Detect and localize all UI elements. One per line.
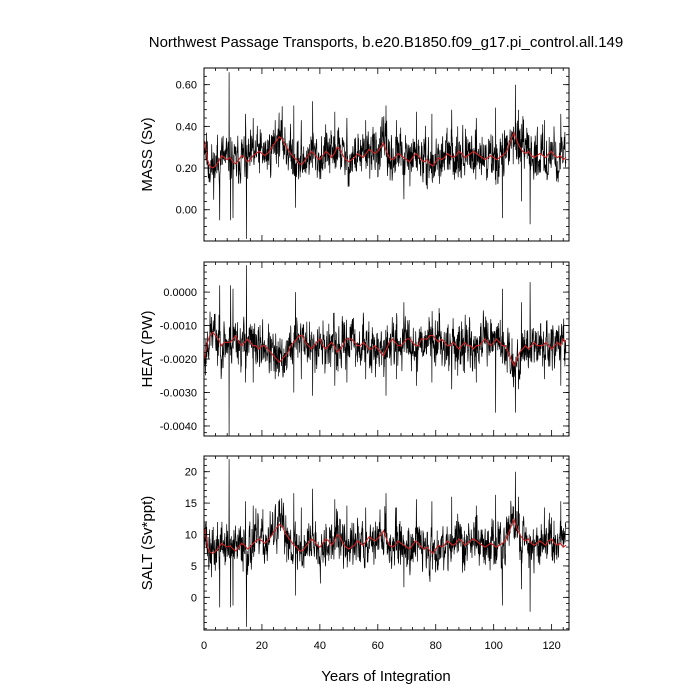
x-axis-label: Years of Integration: [321, 668, 451, 685]
y-tick-label: 0.00: [176, 205, 197, 217]
panel-2: 0.0000 -0.0010 -0.0020 -0.0030 -0.0040 HEAT (…: [139, 261, 570, 437]
y-tick-label: -0.0040: [160, 421, 197, 433]
x-tick-label: 20: [256, 640, 268, 652]
y-axis-label: MASS (Sv): [139, 117, 156, 191]
x-tick-label: 120: [542, 640, 560, 652]
smoothed-series-line: [204, 331, 567, 368]
y-tick-label: -0.0010: [160, 321, 197, 333]
monthly-series-line: [204, 459, 567, 627]
plot-frame: [203, 455, 570, 631]
monthly-series-line: [204, 265, 567, 436]
y-axis-label: SALT (Sv*ppt): [139, 496, 156, 590]
y-tick-label: 0.60: [176, 80, 197, 92]
y-tick-label: 0: [191, 592, 197, 604]
x-tick-label: 40: [314, 640, 326, 652]
smoothed-series-line: [204, 131, 567, 169]
plot-frame: [203, 67, 570, 242]
x-tick-label: 100: [485, 640, 503, 652]
y-tick-label: 5: [191, 561, 197, 573]
x-tick-label: 60: [372, 640, 384, 652]
y-tick-label: -0.0020: [160, 354, 197, 366]
y-tick-label: 0.20: [176, 163, 197, 175]
panel-3: 20 15 10 5 0 SALT (Sv*ppt) 0 20 40 60 80 100 120: [139, 455, 570, 652]
y-axis-label: HEAT (PW): [139, 311, 156, 388]
y-tick-label: 20: [185, 467, 197, 479]
chart-panels: 0.00 0.20 0.40 0.60 MASS (Sv) 0.0000 -0.0010 -0…: [139, 67, 570, 652]
plot-frame: [203, 261, 570, 437]
smoothed-series-line: [204, 517, 567, 555]
x-tick-label: 0: [201, 640, 207, 652]
y-tick-label: 0.0000: [163, 287, 197, 299]
monthly-series-line: [204, 72, 567, 239]
y-tick-label: -0.0030: [160, 388, 197, 400]
y-tick-label: 15: [185, 498, 197, 510]
panel-1: 0.00 0.20 0.40 0.60 MASS (Sv): [139, 67, 570, 242]
y-tick-label: 10: [185, 530, 197, 542]
y-tick-label: 0.40: [176, 121, 197, 133]
x-tick-label: 80: [430, 640, 442, 652]
chart-title: Northwest Passage Transports, b.e20.B185…: [149, 34, 623, 51]
